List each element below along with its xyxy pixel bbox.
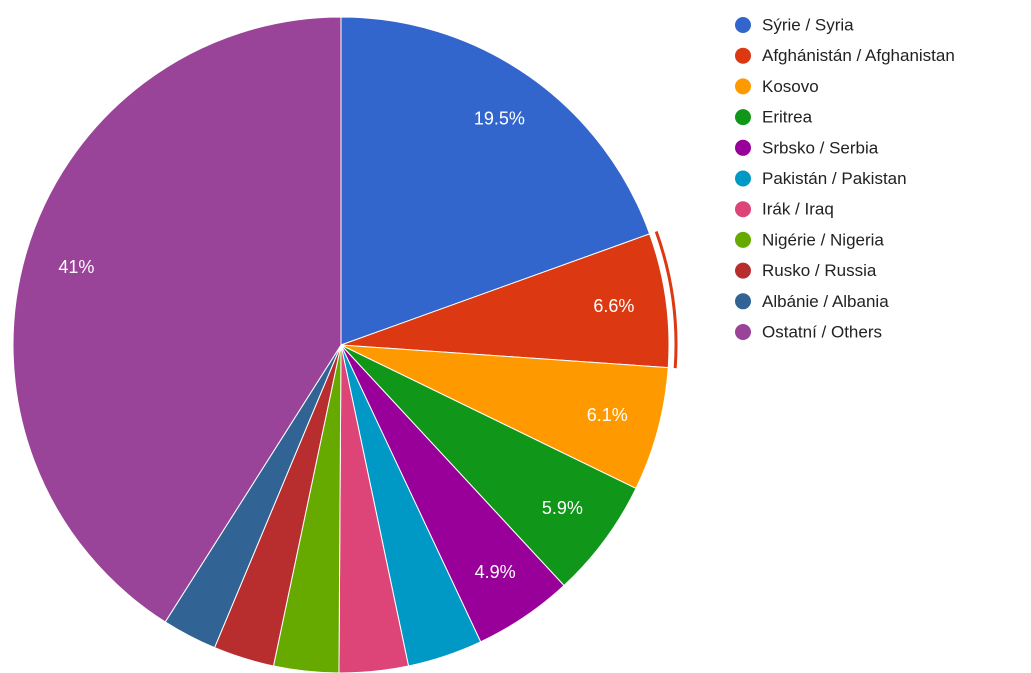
slice-highlight: [654, 231, 678, 369]
legend-text: Nigérie / Nigeria: [762, 230, 884, 249]
pie-slice[interactable]: [340, 344, 669, 490]
legend-marker: [735, 109, 751, 126]
legend-marker: [735, 262, 751, 279]
slice-label: 6.6%: [593, 296, 634, 316]
pie-slice[interactable]: [340, 344, 637, 587]
legend-text: Eritrea: [762, 108, 813, 127]
slice-label: 5.9%: [542, 498, 583, 518]
legend-text: Sýrie / Syria: [762, 15, 854, 34]
legend-text: Kosovo: [762, 77, 819, 96]
legend-text: Irák / Iraq: [762, 200, 834, 219]
legend-marker: [735, 47, 751, 64]
legend-marker: [735, 170, 751, 187]
pie-slice[interactable]: [12, 16, 342, 623]
slice-label: 41%: [58, 257, 94, 277]
legend-text: Ostatní / Others: [762, 322, 882, 341]
legend-text: Albánie / Albania: [762, 292, 889, 311]
legend-text: Srbsko / Serbia: [762, 138, 879, 157]
legend-marker: [735, 293, 751, 310]
slice-label: 4.9%: [475, 562, 516, 582]
legend-marker: [735, 231, 751, 248]
legend-text: Afghánistán / Afghanistan: [762, 46, 955, 65]
slice-label: 6.1%: [587, 405, 628, 425]
legend-marker: [735, 139, 751, 156]
pie-slice[interactable]: [340, 16, 651, 346]
pie-slice[interactable]: [340, 233, 670, 369]
legend-marker: [735, 78, 751, 95]
slice-label: 19.5%: [474, 108, 525, 128]
legend-marker: [735, 201, 751, 218]
legend-text: Pakistán / Pakistan: [762, 169, 907, 188]
legend-marker: [735, 324, 751, 340]
legend-text: Rusko / Russia: [762, 261, 877, 280]
legend-marker: [735, 17, 751, 33]
